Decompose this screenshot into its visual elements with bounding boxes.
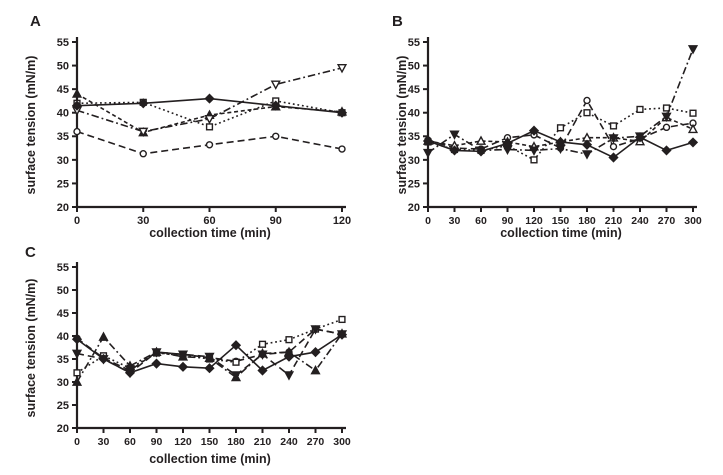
panel-b-letter: B <box>392 13 403 30</box>
panel-A-plot: 20 25 30 35 40 45 50 55 0 30 60 90 120 <box>57 37 351 227</box>
y-tick-label: 20 <box>57 202 69 214</box>
x-tick-label: 120 <box>525 215 543 227</box>
panel-c-y-axis-title: surface tension (mN/m) <box>23 278 38 418</box>
x-tick-label: 180 <box>578 215 596 227</box>
y-tick-label: 45 <box>408 84 420 96</box>
x-tick-label: 210 <box>605 215 623 227</box>
x-tick-label: 150 <box>552 215 570 227</box>
panel-B-axes <box>426 37 697 209</box>
series-line <box>427 116 694 148</box>
panel-B-plot: 20 25 30 35 40 45 50 55 0 30 60 90 120 150 180 210 240 27… <box>408 37 702 227</box>
x-tick-label: 30 <box>137 215 149 227</box>
x-tick-label: 0 <box>425 215 431 227</box>
panel-A-circle-series <box>73 127 346 158</box>
y-tick-label: 55 <box>57 37 69 49</box>
panel-B-square-series <box>424 104 697 164</box>
y-tick-label: 35 <box>408 131 420 143</box>
panel-A-axes <box>75 37 346 209</box>
x-tick-label: 90 <box>270 215 282 227</box>
panel-a-x-axis-title: collection time (min) <box>149 225 271 240</box>
panel-b-y-axis-title: surface tension (mN/m) <box>394 55 409 195</box>
series-line <box>76 318 343 374</box>
y-tick-label: 50 <box>57 60 69 72</box>
series-line <box>76 100 343 128</box>
y-tick-label: 25 <box>408 178 420 190</box>
series-line <box>76 67 343 133</box>
x-tick-label: 30 <box>98 436 110 448</box>
y-tick-label: 50 <box>57 285 69 297</box>
panel-A-diamond-series <box>71 93 348 118</box>
y-tick-label: 20 <box>57 423 69 435</box>
x-tick-label: 30 <box>449 215 461 227</box>
y-tick-label: 55 <box>408 37 420 49</box>
y-tick-label: 30 <box>408 155 420 167</box>
y-tick-label: 55 <box>57 262 69 274</box>
x-tick-label: 300 <box>684 215 702 227</box>
panel-c-letter: C <box>25 244 36 261</box>
panel-c-x-axis-title: collection time (min) <box>149 451 271 466</box>
x-tick-label: 240 <box>280 436 298 448</box>
y-tick-label: 40 <box>57 331 69 343</box>
x-tick-label: 270 <box>307 436 325 448</box>
y-tick-label: 50 <box>408 60 420 72</box>
x-tick-label: 0 <box>74 215 80 227</box>
y-tick-label: 30 <box>57 155 69 167</box>
x-tick-label: 120 <box>174 436 192 448</box>
panel-A-triangle-down-series <box>71 64 348 138</box>
panel-C-plot: 20 25 30 35 40 45 50 55 0 30 60 90 120 150 180 210 240 27… <box>57 262 351 448</box>
panel-B-diamond-series <box>422 125 699 163</box>
x-tick-label: 210 <box>254 436 272 448</box>
y-tick-label: 25 <box>57 178 69 190</box>
y-tick-label: 45 <box>57 84 69 96</box>
y-tick-label: 40 <box>57 108 69 120</box>
y-tick-label: 35 <box>57 354 69 366</box>
series-line <box>427 98 694 150</box>
x-tick-label: 120 <box>333 215 351 227</box>
x-tick-label: 240 <box>631 215 649 227</box>
y-tick-label: 20 <box>408 202 420 214</box>
y-tick-label: 45 <box>57 308 69 320</box>
y-tick-label: 35 <box>57 131 69 143</box>
panel-a-y-axis-title: surface tension (mN/m) <box>23 55 38 195</box>
panel-b-x-axis-title: collection time (min) <box>500 225 622 240</box>
x-tick-label: 180 <box>227 436 245 448</box>
x-tick-label: 60 <box>203 215 215 227</box>
y-tick-label: 25 <box>57 400 69 412</box>
y-tick-label: 40 <box>408 108 420 120</box>
panel-a-letter: A <box>30 13 41 30</box>
x-tick-label: 60 <box>475 215 487 227</box>
x-tick-label: 150 <box>201 436 219 448</box>
y-tick-label: 30 <box>57 377 69 389</box>
panel-C-diamond-series <box>71 329 348 378</box>
x-tick-label: 60 <box>124 436 136 448</box>
x-tick-label: 0 <box>74 436 80 448</box>
x-tick-label: 300 <box>333 436 351 448</box>
x-tick-label: 90 <box>151 436 163 448</box>
x-tick-label: 90 <box>502 215 514 227</box>
x-tick-label: 270 <box>658 215 676 227</box>
